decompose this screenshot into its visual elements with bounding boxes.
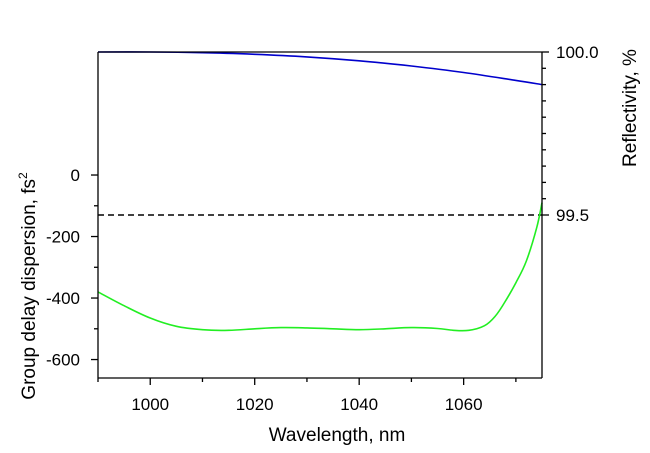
x-tick-label: 1060: [445, 395, 483, 414]
x-tick-label: 1020: [236, 395, 274, 414]
x-tick-label: 1040: [340, 395, 378, 414]
y-left-tick-label: -200: [46, 228, 80, 247]
series-line-2: [97, 202, 543, 332]
y-left-axis-title: Group delay dispersion, fs2: [16, 172, 40, 400]
y-right-tick-label: 99.5: [556, 206, 589, 225]
y-left-axis-title-superscript: 2: [16, 172, 30, 179]
chart-axes: 1000 1020 1040 1060 0 -200 -400 -600 100.0 99.5: [46, 43, 599, 414]
y-left-axis-title-text: Group delay dispersion, fs: [19, 179, 40, 400]
y-left-tick-label: -600: [46, 351, 80, 370]
x-axis-title: Wavelength, nm: [269, 425, 406, 446]
y-right-tick-label: 100.0: [556, 43, 599, 62]
y-right-axis-title: Reflectivity, %: [620, 49, 641, 167]
y-left-tick-label: 0: [71, 166, 80, 185]
y-left-tick-label: -400: [46, 289, 80, 308]
x-tick-label: 1000: [131, 395, 169, 414]
chart-marks: [97, 51, 543, 332]
series-line-0: [97, 51, 543, 86]
